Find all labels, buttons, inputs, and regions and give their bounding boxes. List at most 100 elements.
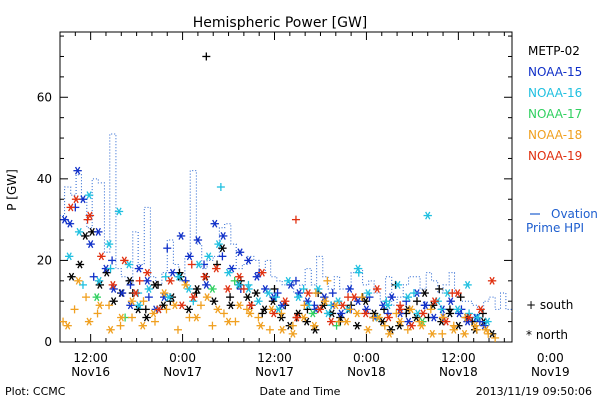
north-marker xyxy=(204,252,213,261)
north-marker xyxy=(420,289,429,298)
north-marker xyxy=(269,309,278,318)
x-tick-date-label: Nov18 xyxy=(439,365,478,379)
north-marker xyxy=(64,252,74,261)
south-marker xyxy=(272,293,281,302)
south-marker xyxy=(187,260,196,269)
north-marker xyxy=(81,231,90,240)
north-marker xyxy=(226,301,236,310)
north-marker xyxy=(464,313,474,322)
footer-left: Plot: CCMC xyxy=(5,385,66,398)
north-marker xyxy=(159,289,169,298)
north-marker xyxy=(227,264,236,273)
north-marker xyxy=(244,256,253,265)
south-marker xyxy=(162,305,171,314)
south-marker xyxy=(126,280,135,289)
south-marker xyxy=(403,325,412,334)
north-marker xyxy=(223,285,232,293)
south-marker xyxy=(392,309,401,318)
north-marker xyxy=(174,272,183,281)
legend-entry: NOAA-16 xyxy=(528,86,582,100)
north-marker xyxy=(361,309,370,318)
north-marker xyxy=(131,289,141,298)
south-marker xyxy=(244,280,253,289)
north-marker xyxy=(428,301,438,310)
north-marker xyxy=(418,309,428,318)
north-marker xyxy=(84,317,94,326)
north-marker xyxy=(159,301,168,310)
north-marker xyxy=(94,227,103,236)
x-tick-date-label: Nov18 xyxy=(347,365,386,379)
north-marker xyxy=(256,321,265,330)
south-marker xyxy=(163,244,172,253)
north-marker xyxy=(104,240,114,249)
north-marker xyxy=(487,276,497,285)
north-marker xyxy=(387,293,396,302)
north-marker xyxy=(134,264,144,273)
north-marker xyxy=(454,309,464,318)
south-marker xyxy=(334,317,343,326)
south-marker xyxy=(196,301,205,310)
north-marker xyxy=(235,301,244,310)
south-marker xyxy=(265,325,274,334)
north-marker xyxy=(142,313,151,322)
north-marker xyxy=(361,297,370,306)
plot-frame xyxy=(59,31,513,343)
north-marker xyxy=(86,240,95,249)
south-marker xyxy=(300,301,309,310)
x-tick-time-label: 0:00 xyxy=(169,351,196,365)
north-marker xyxy=(92,293,101,302)
south-marker xyxy=(181,276,190,285)
north-marker xyxy=(353,309,362,318)
plot-area: 020406012:00Nov160:00Nov1712:00Nov170:00… xyxy=(37,31,570,379)
north-marker xyxy=(292,313,301,322)
north-marker xyxy=(75,260,85,269)
south-marker xyxy=(208,321,217,330)
series-legend: METP-02 NOAA-15 NOAA-16 NOAA-17 NOAA-18 NOAA-… xyxy=(526,44,598,342)
south-marker xyxy=(89,272,98,281)
x-tick-date-label: Nov17 xyxy=(163,365,202,379)
south-marker xyxy=(288,321,297,330)
north-marker xyxy=(304,289,313,298)
north-marker xyxy=(261,285,270,293)
north-marker xyxy=(200,272,209,281)
x-tick-date-label: Nov16 xyxy=(71,365,110,379)
north-marker xyxy=(168,268,177,277)
south-marker xyxy=(116,321,125,330)
x-tick-date-label: Nov19 xyxy=(531,365,570,379)
south-marker xyxy=(438,329,447,338)
south-marker xyxy=(445,305,454,314)
y-axis-label: P [GW] xyxy=(5,169,19,211)
x-tick-time-label: 12:00 xyxy=(73,351,108,365)
south-marker xyxy=(270,284,279,293)
south-marker xyxy=(218,252,227,261)
south-marker xyxy=(328,289,337,298)
north-marker xyxy=(463,317,472,326)
north-marker xyxy=(117,289,127,298)
south-marker xyxy=(105,301,114,310)
chart-title: Hemispheric Power [GW] xyxy=(193,15,368,31)
x-tick-time-label: 0:00 xyxy=(537,351,564,365)
south-marker xyxy=(415,317,424,326)
north-marker xyxy=(117,313,126,322)
south-marker xyxy=(449,321,458,330)
north-marker xyxy=(71,195,81,204)
north-marker xyxy=(302,317,311,326)
north-marker xyxy=(471,321,480,330)
north-marker xyxy=(264,289,273,298)
north-marker xyxy=(281,297,290,306)
north-marker xyxy=(218,244,227,253)
north-marker xyxy=(138,321,147,330)
south-marker xyxy=(380,321,389,330)
north-marker xyxy=(294,293,303,302)
y-tick-label: 40 xyxy=(37,172,52,186)
south-marker xyxy=(273,289,282,298)
north-marker xyxy=(404,317,413,326)
north-marker xyxy=(84,191,94,200)
south-marker xyxy=(231,317,240,326)
north-marker xyxy=(417,321,426,330)
north-marker xyxy=(202,293,212,302)
south-marker xyxy=(332,321,341,330)
legend-marker-south: + south xyxy=(526,298,573,312)
south-marker xyxy=(173,325,182,334)
south-marker xyxy=(437,305,446,314)
